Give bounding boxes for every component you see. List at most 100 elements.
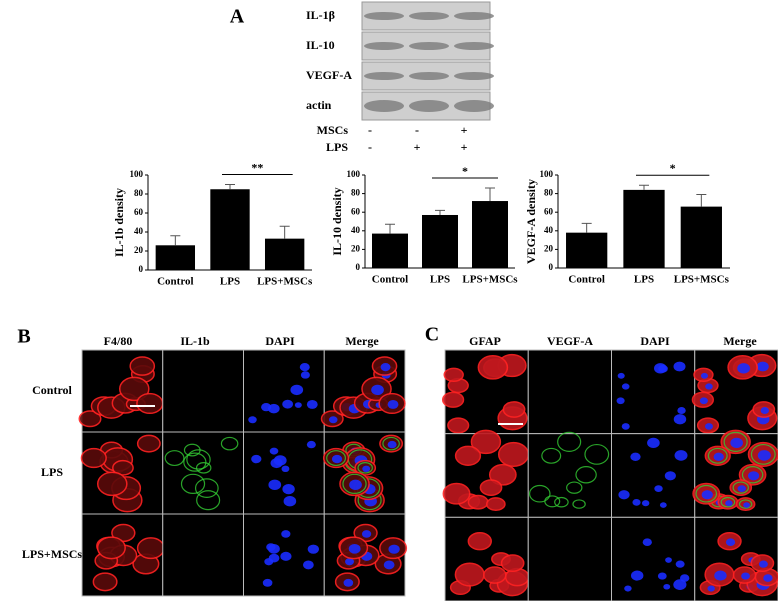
nucleus [730,437,743,449]
red-cell [136,537,165,560]
nucleus [282,484,295,495]
y-tick-label: 0 [549,262,554,272]
micrograph [162,513,244,597]
y-tick-label: 0 [356,262,361,272]
x-tick-label: LPS+MSCs [674,274,730,286]
nucleus [294,402,302,408]
bar [372,233,408,268]
nucleus [251,454,262,464]
blot-band [454,100,494,112]
nucleus [714,570,727,581]
micrograph [611,349,696,435]
y-tick-label: 100 [130,169,144,179]
nucleus [387,440,397,449]
nucleus [362,465,371,473]
nucleus [300,371,310,379]
y-axis-label: IL-1b density [112,188,126,257]
column-header: Merge [345,334,379,348]
error-bar [225,184,235,190]
bar [566,232,608,268]
nucleus [654,363,667,374]
micrograph [78,349,164,433]
nucleus [621,423,630,430]
nucleus [665,557,672,563]
red-cell [485,497,506,511]
error-bar [435,209,445,215]
blot-band [409,42,449,50]
y-tick-label: 60 [134,207,144,217]
error-bar [581,222,592,233]
y-tick-label: 20 [544,243,554,253]
micrograph [692,429,778,518]
red-cell [92,572,118,592]
nucleus [700,372,709,379]
nucleus [281,465,290,473]
nucleus [673,361,686,372]
column-header: DAPI [265,334,295,348]
blot-row-label: IL-1β [306,8,335,22]
x-tick-label: Control [568,274,604,286]
green-signal [195,462,212,474]
nucleus [621,383,630,390]
micrograph [80,431,164,515]
red-cell [497,441,530,467]
treatment-label: MSCs [317,123,349,137]
bar [264,238,305,270]
column-header: F4/80 [104,334,133,348]
row-label: LPS [41,465,63,479]
bar [472,201,508,268]
micrograph [611,516,696,601]
red-cell [467,532,492,551]
significance-label: ** [251,160,263,174]
blot-band [364,12,404,20]
x-tick-label: LPS+MSCs [462,274,518,286]
red-cell [442,482,471,505]
nucleus [268,403,280,414]
red-cell [470,429,502,455]
green-signal [572,499,586,509]
green-signal [220,436,239,451]
nucleus [701,490,713,500]
y-tick-label: 100 [540,169,554,179]
green-signal [584,443,610,465]
blot-band [364,72,404,80]
micrograph [162,431,244,515]
nucleus [630,452,641,462]
blot-band [409,100,449,112]
green-signal [707,447,728,464]
blot-row-label: actin [306,98,332,112]
red-cell [454,562,485,587]
green-signal [382,436,400,451]
nucleus [647,437,660,449]
nucleus [331,454,343,464]
nucleus [380,363,391,372]
nucleus [383,560,395,570]
micrograph [611,433,696,518]
nucleus [705,383,713,390]
micrograph [162,349,244,433]
treatment-mark: + [461,123,468,137]
nucleus [306,440,316,449]
green-signal [738,499,753,509]
micrograph [527,349,612,435]
nucleus [758,560,768,568]
micrograph [691,349,778,435]
micrograph [243,349,325,433]
nucleus [307,544,319,554]
y-tick-label: 40 [544,225,554,235]
y-tick-label: 20 [351,243,361,253]
red-cell [467,494,489,510]
nucleus [616,397,625,405]
error-bar [485,187,495,202]
nucleus [264,558,274,566]
nucleus [345,558,354,566]
green-signal [750,443,776,465]
nucleus [262,578,273,587]
micrograph [323,513,408,597]
red-cell [129,356,156,376]
nucleus [630,570,644,581]
nucleus [737,485,746,493]
blot-band [364,42,404,50]
y-axis-label: VEGF-A density [524,179,538,264]
y-tick-label: 40 [351,225,361,235]
